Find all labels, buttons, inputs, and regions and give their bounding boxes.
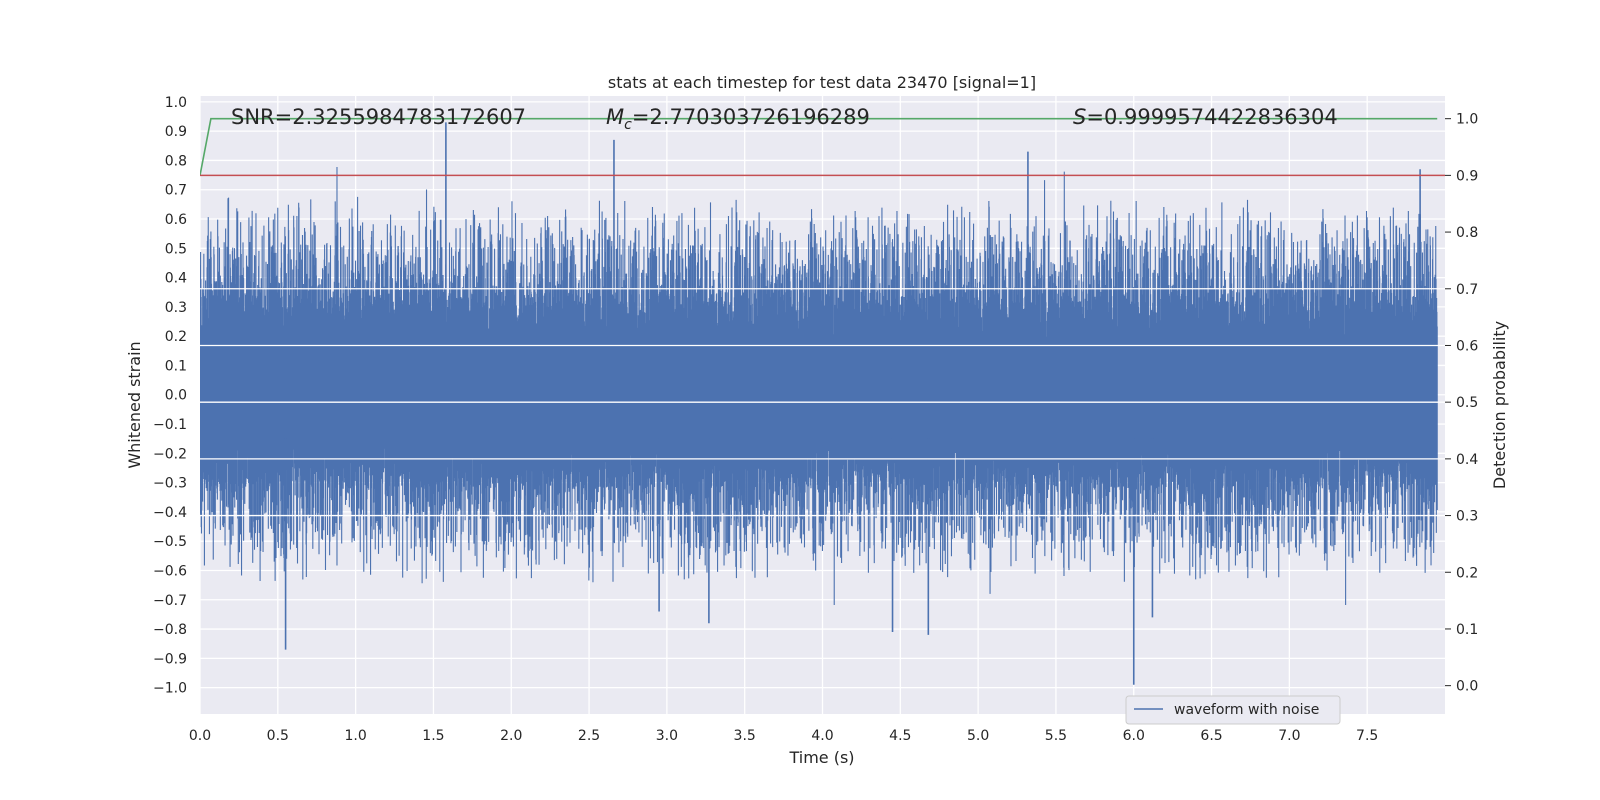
y-left-tick-label: 0.5 xyxy=(165,241,187,257)
y-left-tick-label: 0.7 xyxy=(165,183,187,199)
chart-title: stats at each timestep for test data 234… xyxy=(608,73,1036,92)
legend-box xyxy=(1125,695,1341,725)
y-right-ticks: 1.0 0.9 0.8 0.7 0.6 0.5 0.4 0.3 0.2 0.1 0.0 xyxy=(1445,112,1478,695)
y-left-tick-label: −0.5 xyxy=(153,534,187,550)
y-left-tick-label: 0.3 xyxy=(165,300,187,316)
y-right-tick-label: 1.0 xyxy=(1456,112,1478,128)
y-axis-label-right: Detection probability xyxy=(1490,321,1509,489)
chirp-mass-value: =2.770303726196289 xyxy=(632,105,870,129)
y-left-tick-label: 1.0 xyxy=(165,95,187,111)
y-right-tick-label: 0.5 xyxy=(1456,395,1478,411)
y-left-tick-label: 0.6 xyxy=(165,212,187,228)
series-marks xyxy=(200,117,1445,685)
y-axis-label-left: Whitened strain xyxy=(125,341,144,468)
x-tick-label: 7.0 xyxy=(1278,728,1300,744)
score-symbol: S xyxy=(1073,105,1086,129)
x-tick-label: 5.5 xyxy=(1045,728,1067,744)
legend-label: waveform with noise xyxy=(1174,702,1319,718)
y-left-tick-label: 0.9 xyxy=(165,124,187,140)
y-left-tick-label: 0.0 xyxy=(165,388,187,404)
y-right-tick-label: 0.2 xyxy=(1456,565,1478,581)
x-tick-label: 6.0 xyxy=(1123,728,1145,744)
y-left-tick-label: −0.8 xyxy=(153,622,187,638)
chirp-mass-annotation: Mc=2.770303726196289 xyxy=(606,105,870,133)
y-left-tick-label: −0.3 xyxy=(153,476,187,492)
y-left-tick-label: 0.4 xyxy=(165,271,187,287)
y-right-tick-label: 0.3 xyxy=(1456,509,1478,525)
x-tick-label: 0.5 xyxy=(267,728,289,744)
x-tick-label: 2.0 xyxy=(500,728,522,744)
y-left-tick-label: −0.1 xyxy=(153,417,187,433)
detection-probability-line xyxy=(200,117,1438,176)
y-left-tick-label: −0.2 xyxy=(153,446,187,462)
y-right-tick-label: 0.7 xyxy=(1456,282,1478,298)
y-right-tick-label: 0.0 xyxy=(1456,679,1478,695)
chirp-mass-symbol: M xyxy=(606,105,624,129)
x-tick-label: 6.5 xyxy=(1200,728,1222,744)
x-tick-label: 0.0 xyxy=(189,728,211,744)
x-ticks: 0.0 0.5 1.0 1.5 2.0 2.5 3.0 3.5 4.0 4.5 5.0 5.5 6.0 6… xyxy=(189,728,1378,744)
y-left-tick-label: −0.9 xyxy=(153,651,187,667)
waveform-core-band xyxy=(200,344,1435,439)
y-left-tick-label: −0.4 xyxy=(153,505,187,521)
legend: waveform with noise xyxy=(1125,695,1341,725)
x-tick-label: 4.5 xyxy=(889,728,911,744)
y-left-tick-label: 0.2 xyxy=(165,329,187,345)
score-annotation: S=0.9999574422836304 xyxy=(1073,105,1338,129)
snr-annotation: SNR=2.3255984783172607 xyxy=(231,105,526,129)
x-tick-label: 1.5 xyxy=(422,728,444,744)
x-tick-label: 4.0 xyxy=(811,728,833,744)
y-left-tick-label: −1.0 xyxy=(153,681,187,697)
y-left-tick-label: −0.6 xyxy=(153,563,187,579)
y-right-tick-label: 0.9 xyxy=(1456,168,1478,184)
y-left-tick-label: −0.7 xyxy=(153,593,187,609)
x-tick-label: 2.5 xyxy=(578,728,600,744)
y-right-tick-label: 0.4 xyxy=(1456,452,1478,468)
grid-right xyxy=(200,288,1445,517)
y-left-tick-label: 0.1 xyxy=(165,358,187,374)
x-tick-label: 3.0 xyxy=(656,728,678,744)
y-right-tick-label: 0.6 xyxy=(1456,338,1478,354)
score-value: =0.9999574422836304 xyxy=(1086,105,1337,129)
x-tick-label: 5.0 xyxy=(967,728,989,744)
x-tick-label: 3.5 xyxy=(734,728,756,744)
y-right-tick-label: 0.8 xyxy=(1456,225,1478,241)
y-left-ticks: 1.0 0.9 0.8 0.7 0.6 0.5 0.4 0.3 0.2 0.1 0.0 −0.1 −0.… xyxy=(153,95,187,697)
y-right-tick-label: 0.1 xyxy=(1456,622,1478,638)
x-tick-label: 7.5 xyxy=(1356,728,1378,744)
y-left-tick-label: 0.8 xyxy=(165,153,187,169)
x-tick-label: 1.0 xyxy=(344,728,366,744)
chirp-mass-subscript: c xyxy=(624,117,632,133)
x-axis-label: Time (s) xyxy=(788,748,854,767)
